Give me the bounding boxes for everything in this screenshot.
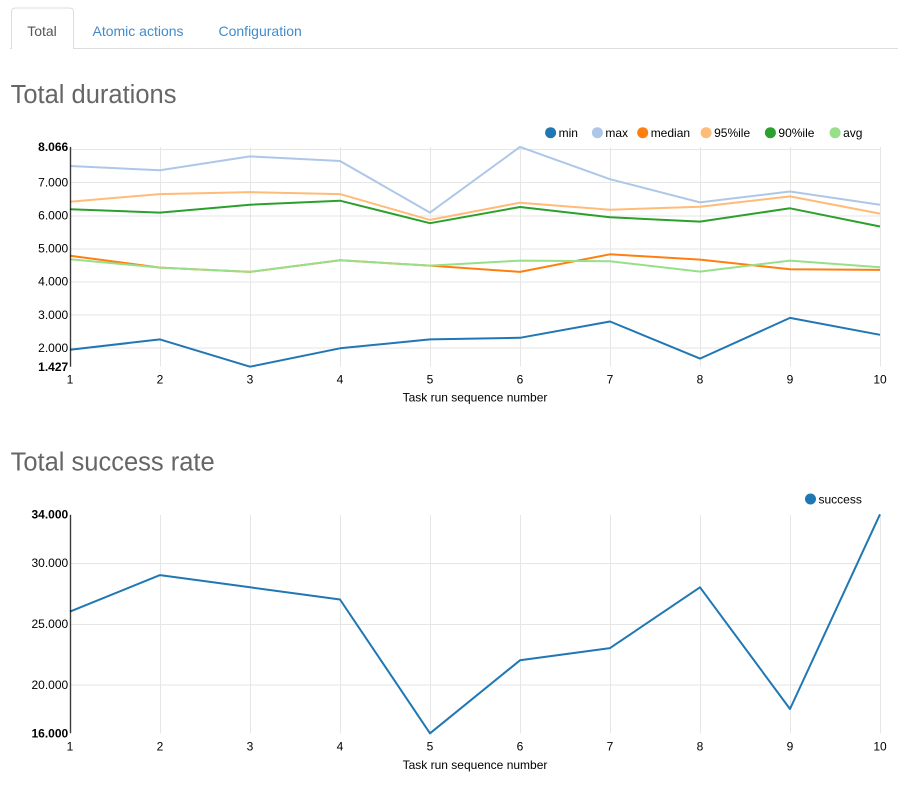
svg-text:10: 10 xyxy=(873,740,887,754)
svg-text:30.000: 30.000 xyxy=(31,556,68,570)
svg-text:5.000: 5.000 xyxy=(38,242,68,256)
svg-text:avg: avg xyxy=(843,126,862,140)
svg-text:median: median xyxy=(651,126,690,140)
svg-text:5: 5 xyxy=(427,740,434,754)
svg-text:25.000: 25.000 xyxy=(31,617,68,631)
svg-text:2.000: 2.000 xyxy=(38,341,68,355)
svg-text:10: 10 xyxy=(873,372,887,386)
svg-text:8.066: 8.066 xyxy=(38,140,68,154)
svg-text:2: 2 xyxy=(157,372,164,386)
svg-text:1.427: 1.427 xyxy=(38,360,68,374)
svg-text:min: min xyxy=(559,126,578,140)
svg-text:9: 9 xyxy=(787,372,794,386)
svg-text:Total durations: Total durations xyxy=(11,81,177,109)
svg-text:4: 4 xyxy=(337,740,344,754)
svg-text:3.000: 3.000 xyxy=(38,308,68,322)
svg-text:1: 1 xyxy=(67,740,74,754)
svg-text:34.000: 34.000 xyxy=(31,508,68,522)
svg-text:9: 9 xyxy=(787,740,794,754)
svg-text:Task run sequence number: Task run sequence number xyxy=(403,758,548,772)
svg-text:20.000: 20.000 xyxy=(31,678,68,692)
svg-text:3: 3 xyxy=(247,372,254,386)
svg-text:6: 6 xyxy=(517,740,524,754)
svg-text:4: 4 xyxy=(337,372,344,386)
svg-text:16.000: 16.000 xyxy=(31,727,68,741)
svg-text:5: 5 xyxy=(427,372,434,386)
svg-text:Total: Total xyxy=(27,23,57,39)
svg-text:Atomic actions: Atomic actions xyxy=(93,23,184,39)
svg-text:2: 2 xyxy=(157,740,164,754)
svg-text:1: 1 xyxy=(67,372,74,386)
svg-text:Configuration: Configuration xyxy=(219,23,302,39)
svg-text:7: 7 xyxy=(607,372,614,386)
svg-text:4.000: 4.000 xyxy=(38,275,68,289)
svg-text:90%ile: 90%ile xyxy=(778,126,814,140)
svg-text:6.000: 6.000 xyxy=(38,209,68,223)
svg-text:3: 3 xyxy=(247,740,254,754)
svg-text:max: max xyxy=(605,126,628,140)
svg-text:success: success xyxy=(819,492,862,506)
svg-text:7: 7 xyxy=(607,740,614,754)
svg-text:8: 8 xyxy=(697,372,704,386)
svg-text:Total success rate: Total success rate xyxy=(11,448,215,476)
svg-text:95%ile: 95%ile xyxy=(714,126,750,140)
svg-text:6: 6 xyxy=(517,372,524,386)
svg-text:8: 8 xyxy=(697,740,704,754)
svg-text:7.000: 7.000 xyxy=(38,175,68,189)
svg-text:Task run sequence number: Task run sequence number xyxy=(403,391,548,405)
